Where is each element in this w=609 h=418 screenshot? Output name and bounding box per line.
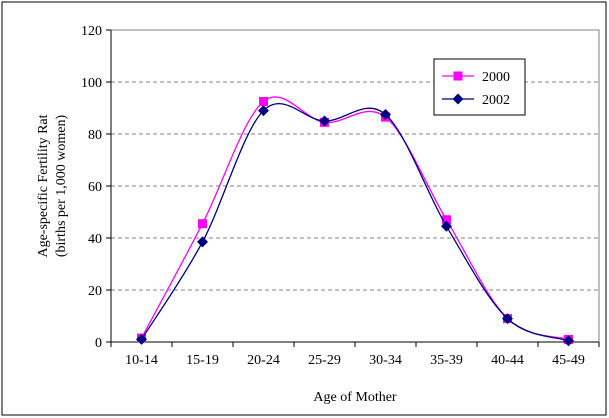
x-tick-label: 25-29 <box>308 353 341 368</box>
legend-marker-2002 <box>452 93 464 105</box>
data-point-2000 <box>442 215 451 225</box>
series-line-2002 <box>140 103 569 342</box>
legend-label-2000: 2000 <box>482 70 510 85</box>
x-axis-ticks: 10-14 15-19 20-24 25-29 30-34 35-39 40-44 45-49 <box>110 341 600 368</box>
x-tick-label: 30-34 <box>369 353 402 368</box>
x-tick-label: 10-14 <box>125 353 158 368</box>
data-point-2002 <box>319 115 330 127</box>
legend-marker-2000 <box>453 71 463 81</box>
legend-label-2002: 2002 <box>482 93 510 108</box>
data-point-2002 <box>380 109 391 120</box>
y-axis-ticks: 0 20 40 60 80 100 120 <box>81 24 112 351</box>
y-tick-label: 0 <box>95 336 102 351</box>
data-point-2000 <box>198 219 207 229</box>
y-tick-label: 80 <box>88 128 102 143</box>
x-tick-label: 15-19 <box>186 353 219 368</box>
data-point-2002 <box>136 333 147 345</box>
data-point-2002 <box>258 105 269 117</box>
x-tick-label: 40-44 <box>491 353 524 368</box>
data-point-2000 <box>259 97 268 106</box>
x-tick-label: 20-24 <box>247 353 280 368</box>
y-tick-label: 20 <box>88 284 102 299</box>
y-tick-label: 40 <box>88 232 102 247</box>
x-tick-label: 35-39 <box>430 353 463 368</box>
data-point-2002 <box>441 220 452 232</box>
data-point-2002 <box>197 236 208 248</box>
data-point-2002 <box>502 313 513 325</box>
legend-box <box>433 58 526 116</box>
legend: 2000 2002 <box>433 58 526 116</box>
series-group <box>136 96 574 347</box>
y-tick-label: 60 <box>88 180 102 195</box>
series-2002 <box>136 103 574 347</box>
data-point-2002 <box>563 335 574 347</box>
y-tick-label: 120 <box>81 24 102 39</box>
y-axis-title-line2: (births per 1,000 women) <box>54 115 69 258</box>
y-axis-title-line1: Age-specific Fertility Rat <box>36 114 51 257</box>
x-axis-title: Age of Mother <box>313 390 397 405</box>
x-tick-label: 45-49 <box>552 353 585 368</box>
y-tick-label: 100 <box>81 76 102 91</box>
